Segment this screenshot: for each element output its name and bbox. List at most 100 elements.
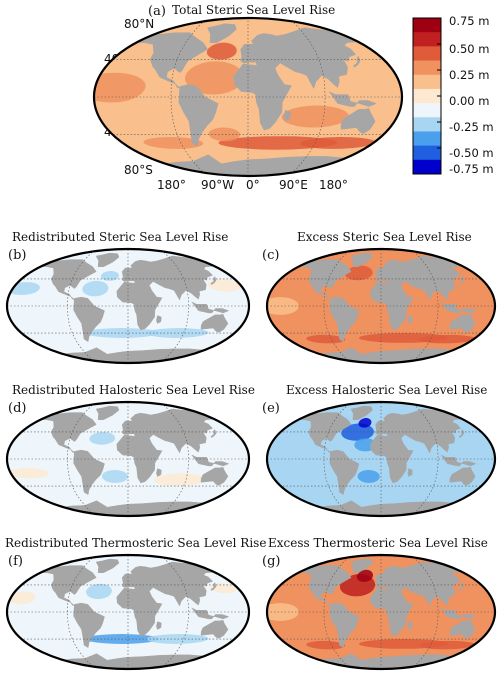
anomaly-patch (153, 473, 206, 486)
land-mass (449, 619, 476, 639)
colorbar-segment (413, 117, 441, 132)
lon-label-90w: 90°W (201, 178, 235, 192)
anomaly-patch (405, 472, 466, 488)
land-mass (329, 602, 360, 649)
panel-d-letter: (d) (8, 401, 27, 416)
land-mass (350, 558, 373, 573)
colorbar-segment (413, 103, 441, 118)
land-mass (210, 582, 217, 591)
land-mass (458, 581, 465, 591)
meridian-gridline (170, 18, 208, 176)
lon-label-180w: 180° (157, 178, 186, 192)
land-mass (200, 466, 229, 486)
anomaly-patch (208, 279, 241, 292)
map-frame (5, 400, 251, 518)
colorbar-segment (413, 32, 441, 47)
land-mass (458, 428, 465, 438)
land-mass (95, 405, 120, 420)
colorbar-segment (413, 74, 441, 90)
anomaly-patch (9, 591, 36, 605)
anomaly-patch (358, 417, 372, 428)
map-panel-c (265, 247, 497, 365)
anomaly-patch (281, 105, 349, 128)
panel-a-title: Total Steric Sea Level Rise (172, 3, 336, 17)
land-mass (350, 252, 373, 267)
map-panel-b (5, 247, 251, 365)
anomaly-patch (306, 334, 346, 344)
land-mass (210, 276, 217, 285)
land-mass (37, 412, 97, 454)
map-panel-f (5, 553, 251, 671)
map-panel-g (265, 553, 497, 671)
land-mass (37, 259, 97, 301)
colorbar-tick-0: 0.75 m (449, 14, 490, 28)
anomaly-patch (344, 265, 373, 281)
anomaly-patch (89, 432, 116, 445)
colorbar-segment (413, 60, 441, 76)
land-mass (449, 466, 476, 486)
land-mass (200, 619, 229, 639)
lat-label-80s: 80°S (124, 163, 153, 177)
colorbar-tick-4: -0.25 m (449, 120, 494, 134)
land-mass (37, 565, 97, 607)
land-mass (329, 296, 360, 343)
map-frame (5, 247, 251, 365)
panel-d-title: Redistributed Halosteric Sea Level Rise (12, 383, 255, 397)
land-mass (350, 405, 373, 420)
map-frame (92, 16, 404, 178)
land-mass (178, 84, 219, 147)
land-mass (407, 315, 413, 324)
colorbar-tick-2: 0.25 m (449, 68, 490, 82)
land-mass (73, 602, 105, 648)
land-mass (156, 621, 162, 630)
colorbar-segment (413, 131, 441, 147)
panel-b-title: Redistributed Steric Sea Level Rise (12, 230, 229, 244)
anomaly-patch (101, 470, 128, 483)
anomaly-patch (143, 137, 204, 149)
land-mass (73, 296, 105, 342)
panel-f-letter: (f) (8, 554, 23, 569)
map-frame (265, 400, 497, 518)
land-mass (440, 454, 477, 467)
colorbar-tick-6: -0.75 m (449, 162, 494, 176)
colorbar-segment (413, 88, 441, 104)
anomaly-patch (269, 466, 319, 480)
anomaly-patch (267, 297, 299, 315)
map-frame (265, 247, 497, 365)
panel-e-letter: (e) (262, 401, 280, 416)
panel-a-letter: (a) (148, 4, 166, 19)
land-mass (191, 607, 230, 620)
land-mass (296, 565, 352, 607)
colorbar-tick-3: 0.00 m (449, 94, 490, 108)
land-mass (73, 449, 105, 495)
anomaly-patch (300, 137, 375, 149)
map-panel-d (5, 400, 251, 518)
anomaly-patch (419, 334, 475, 344)
panel-e-title: Excess Halosteric Sea Level Rise (286, 383, 488, 397)
land-mass (191, 454, 230, 467)
panel-g-letter: (g) (262, 554, 281, 569)
land-mass (233, 27, 363, 131)
meridian-gridline (288, 18, 326, 176)
land-mass (329, 449, 360, 496)
anomaly-patch (86, 583, 112, 599)
panel-c-letter: (c) (262, 248, 280, 263)
panel-c-title: Excess Steric Sea Level Rise (297, 230, 472, 244)
anomaly-patch (9, 467, 49, 479)
panel-g-title: Excess Thermosteric Sea Level Rise (268, 536, 488, 550)
anomaly-patch (146, 328, 209, 338)
land-mass (95, 252, 120, 267)
anomaly-patch (184, 61, 244, 95)
anomaly-patch (357, 470, 380, 483)
land-mass (440, 607, 477, 620)
land-mass (296, 412, 352, 454)
colorbar-segment (413, 159, 441, 175)
anomaly-patch (306, 640, 346, 650)
land-mass (407, 621, 413, 630)
colorbar-tick-5: -0.50 m (449, 146, 494, 160)
land-mass (200, 313, 229, 333)
land-mass (191, 301, 230, 314)
anomaly-patch (210, 583, 236, 594)
colorbar-segment (413, 145, 441, 161)
anomaly-patch (419, 640, 475, 650)
